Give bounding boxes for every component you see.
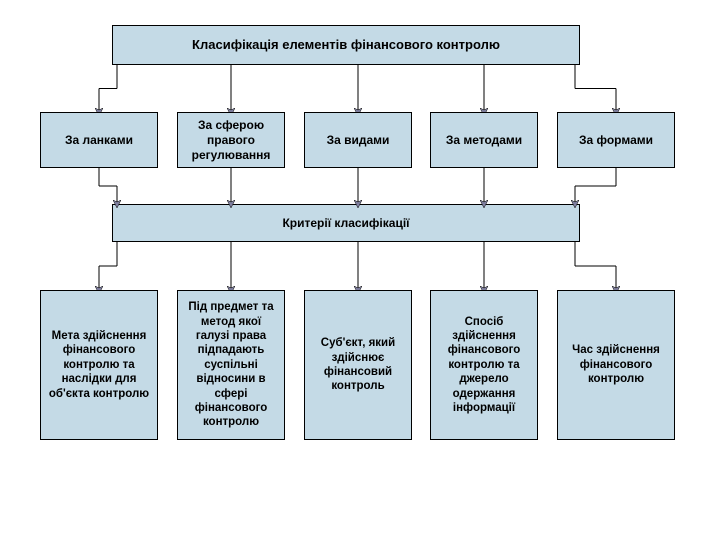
- row2-box-2: За видами: [304, 112, 412, 168]
- row2-box-0: За ланками: [40, 112, 158, 168]
- criteria-box: Критерії класифікації: [112, 204, 580, 242]
- row4-box-3: Спосіб здійснення фінансового контролю т…: [430, 290, 538, 440]
- row4-box-4: Час здійснення фінансового контролю: [557, 290, 675, 440]
- row2-box-1: За сферою правого регулювання: [177, 112, 285, 168]
- row2-box-3: За методами: [430, 112, 538, 168]
- row4-box-2: Суб'єкт, який здійснює фінансовий контро…: [304, 290, 412, 440]
- connectors-layer: [0, 0, 720, 540]
- row4-box-0: Мета здійснення фінансового контролю та …: [40, 290, 158, 440]
- row2-box-4: За формами: [557, 112, 675, 168]
- row4-box-1: Під предмет та метод якої галузі права п…: [177, 290, 285, 440]
- title-box: Класифікація елементів фінансового контр…: [112, 25, 580, 65]
